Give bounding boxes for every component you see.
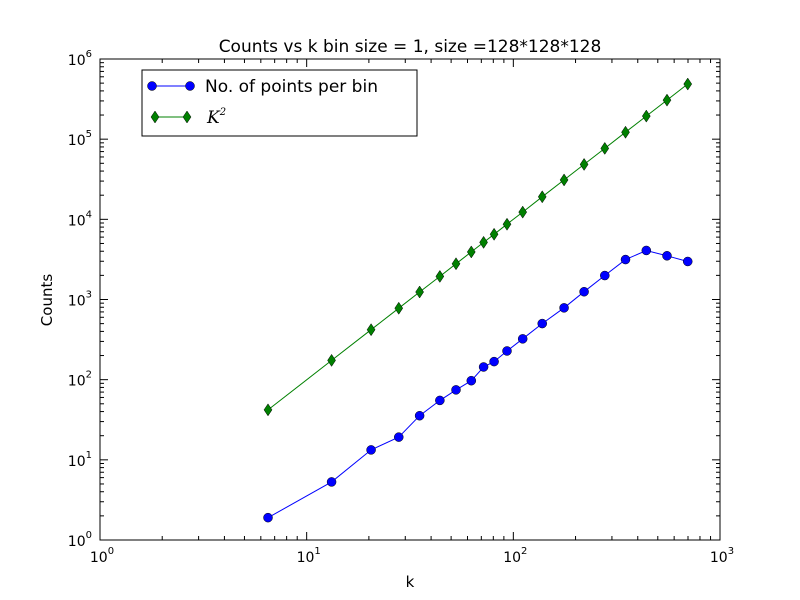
y-tick-label: 100 [68, 530, 92, 550]
y-tick-label: 103 [68, 290, 92, 310]
legend-marker-k-squared [182, 110, 192, 124]
data-point-points-per-bin [366, 445, 376, 455]
x-axis-label: k [406, 573, 415, 591]
data-point-k-squared [263, 403, 273, 417]
legend: No. of points per bin K2 [141, 69, 418, 137]
legend-marker-k-squared [150, 110, 160, 124]
data-point-k-squared [327, 353, 336, 367]
x-tick-label: 100 [90, 546, 114, 566]
legend-marker-points-per-bin [185, 81, 195, 91]
data-point-points-per-bin [579, 286, 589, 297]
legend-label-points-per-bin: No. of points per bin [205, 77, 378, 97]
data-point-k-squared [600, 141, 610, 155]
chart-title: Counts vs k bin size = 1, size =128*128*… [219, 37, 602, 57]
data-point-points-per-bin [502, 346, 512, 356]
y-axis-label: Counts [38, 274, 56, 327]
y-tick-label: 105 [68, 129, 92, 149]
data-point-points-per-bin [414, 410, 425, 421]
data-point-points-per-bin [600, 270, 610, 281]
data-point-points-per-bin [263, 512, 273, 523]
data-point-k-squared [489, 227, 499, 241]
y-tick-label: 106 [68, 49, 92, 69]
data-point-points-per-bin [682, 256, 693, 267]
legend-marker-points-per-bin [147, 81, 157, 91]
series-layer [263, 77, 693, 523]
y-tick-label: 104 [68, 209, 92, 229]
data-point-points-per-bin [489, 356, 499, 367]
data-point-points-per-bin [394, 432, 404, 442]
legend-label-k-squared: K2 [206, 107, 226, 128]
data-point-k-squared [621, 125, 630, 139]
x-tick-label: 101 [297, 546, 321, 566]
data-point-k-squared [518, 205, 528, 219]
data-point-k-squared [394, 301, 404, 315]
y-tick-label: 101 [68, 450, 92, 470]
data-point-k-squared [559, 173, 569, 187]
plot-area: 100 101 102 103 100 101 102 103 104 105 106 [68, 49, 734, 566]
data-point-points-per-bin [662, 251, 672, 261]
data-point-k-squared [466, 245, 476, 259]
data-point-points-per-bin [517, 334, 528, 344]
data-point-points-per-bin [451, 385, 461, 395]
data-point-k-squared [537, 190, 547, 204]
data-point-points-per-bin [326, 477, 337, 487]
y-tick-label: 102 [68, 370, 92, 390]
legend-box [141, 69, 418, 137]
data-point-k-squared [415, 285, 424, 299]
data-point-points-per-bin [641, 245, 652, 256]
data-point-k-squared [451, 257, 461, 271]
data-point-k-squared [642, 109, 651, 123]
data-point-k-squared [662, 93, 672, 107]
tick-layer: 100 101 102 103 100 101 102 103 104 105 106 [68, 49, 734, 566]
series-line-k-squared [267, 83, 689, 411]
x-tick-label: 103 [710, 546, 734, 566]
data-point-k-squared [366, 323, 376, 337]
data-point-points-per-bin [537, 318, 547, 329]
data-point-k-squared [435, 269, 445, 283]
data-point-k-squared [579, 157, 589, 171]
data-point-points-per-bin [478, 362, 489, 372]
data-point-k-squared [683, 77, 693, 91]
data-point-points-per-bin [559, 303, 569, 313]
data-point-points-per-bin [466, 375, 477, 386]
data-point-points-per-bin [435, 395, 445, 406]
data-point-points-per-bin [620, 254, 631, 265]
data-point-k-squared [479, 235, 488, 249]
data-point-k-squared [502, 217, 512, 231]
x-tick-label: 102 [503, 546, 527, 566]
